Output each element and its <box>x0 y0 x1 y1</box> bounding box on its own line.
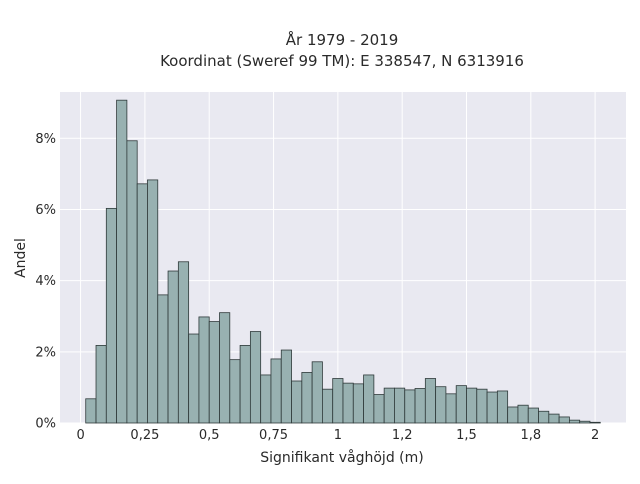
x-tick-label: 1,8 <box>520 428 541 443</box>
y-tick-label: 4% <box>35 274 56 289</box>
x-tick-label: 0,75 <box>259 428 288 443</box>
histogram-bar <box>424 378 437 424</box>
histogram-bar <box>342 382 354 424</box>
chart-title-line2: Koordinat (Sweref 99 TM): E 338547, N 63… <box>160 52 524 70</box>
histogram-bar <box>167 270 179 424</box>
histogram-bar <box>177 261 190 424</box>
histogram-bar <box>229 359 241 424</box>
histogram-bar <box>85 398 97 424</box>
histogram-bar <box>569 419 581 424</box>
x-tick-label: 1,2 <box>392 428 413 443</box>
histogram-bar <box>445 393 457 424</box>
histogram-bar <box>363 374 375 424</box>
histogram-bar <box>95 345 107 424</box>
histogram-bar <box>496 390 509 424</box>
histogram-bar <box>136 183 148 424</box>
histogram-bar <box>157 294 169 424</box>
histogram-bar <box>507 406 519 424</box>
y-tick-label: 8% <box>35 132 56 147</box>
x-tick-label: 0,5 <box>199 428 220 443</box>
histogram-bar <box>394 387 406 424</box>
histogram-bar <box>332 378 344 424</box>
y-tick-label: 6% <box>35 203 56 218</box>
histogram-bar <box>249 331 262 424</box>
histogram-bar <box>466 387 478 424</box>
histogram-bar <box>219 312 231 424</box>
histogram-bar <box>147 179 159 424</box>
histogram-bar <box>517 404 529 424</box>
x-tick-label: 1 <box>334 428 342 443</box>
histogram-bar <box>455 385 467 424</box>
x-tick-label: 2 <box>591 428 599 443</box>
histogram-bar <box>414 388 426 424</box>
histogram-bar <box>270 358 282 424</box>
histogram-bar <box>486 391 498 424</box>
histogram-bar <box>352 383 364 424</box>
histogram-bars <box>85 99 601 424</box>
histogram-bar <box>558 416 570 424</box>
histogram-bar <box>280 349 292 424</box>
histogram-bar <box>383 387 395 424</box>
histogram-bar <box>105 207 117 424</box>
histogram-bar <box>208 321 220 424</box>
chart-title-line1: År 1979 - 2019 <box>286 30 399 49</box>
histogram-bar <box>579 420 591 424</box>
histogram-bar <box>311 361 323 424</box>
y-tick-labels: 0% 2% 4% 6% 8% <box>35 132 56 432</box>
histogram-bar <box>198 316 210 424</box>
histogram-bar <box>589 421 601 424</box>
histogram-bar <box>260 374 272 424</box>
x-tick-label: 0,25 <box>130 428 159 443</box>
histogram-bar <box>538 410 550 424</box>
x-tick-labels: 0 0,25 0,5 0,75 1 1,2 1,5 1,8 2 <box>76 428 599 443</box>
histogram-bar <box>404 389 416 424</box>
histogram-bar <box>116 99 128 424</box>
histogram-bar <box>548 413 560 424</box>
histogram-bar <box>435 386 447 424</box>
x-tick-label: 1,5 <box>456 428 477 443</box>
histogram-bar <box>188 333 200 424</box>
x-axis-label: Signifikant våghöjd (m) <box>260 449 423 466</box>
y-tick-label: 0% <box>35 417 56 432</box>
histogram-bar <box>301 372 313 424</box>
histogram-bar <box>291 380 303 424</box>
histogram-bar <box>476 388 488 424</box>
histogram-bar <box>373 394 385 424</box>
histogram-bar <box>527 407 539 424</box>
histogram-bar <box>322 388 334 424</box>
y-tick-label: 2% <box>35 345 56 360</box>
histogram-bar <box>239 345 251 424</box>
x-tick-label: 0 <box>76 428 84 443</box>
histogram-bar <box>126 140 138 424</box>
y-axis-label: Andel <box>13 238 29 278</box>
